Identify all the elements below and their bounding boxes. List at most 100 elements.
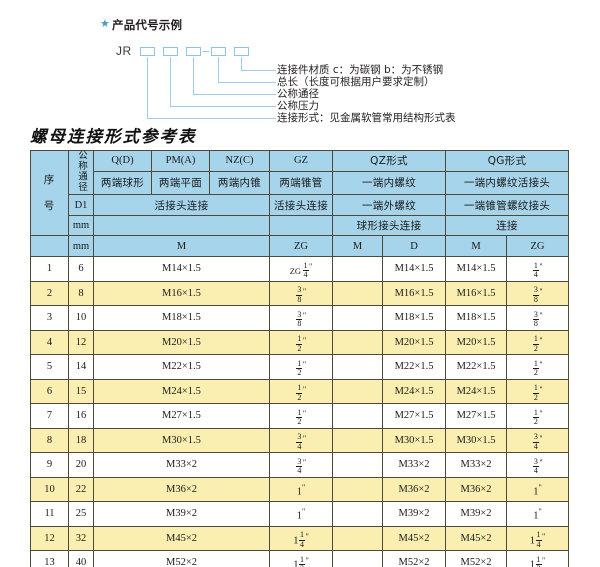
header-thread-m-main: M — [93, 235, 270, 257]
cell-qz-m — [332, 256, 383, 282]
header-desc-nzc: 两端内锥 — [209, 170, 270, 196]
page-title: 螺母连接形式参考表 — [30, 127, 197, 146]
cell-seq: 12 — [30, 525, 69, 551]
header-thread-qg-zg: ZG — [506, 235, 570, 257]
cell-gz-zg: 1 2 " — [269, 329, 333, 355]
cell-gz-zg: 1 1 4 " — [269, 525, 333, 551]
cell-thread-m-main: M45×2 — [93, 525, 270, 551]
table-row: 8 18 M30×1.5 3 4 " M30×1.5 M30×1.5 3 4 " — [30, 427, 570, 453]
cell-thread-m-main: M36×2 — [93, 476, 270, 502]
table-row: 9 20 M33×2 3 4 " M33×2 M33×2 3 4 " — [30, 452, 570, 478]
cell-nominal-bore: 8 — [68, 280, 94, 306]
cell-qg-m: M20×1.5 — [445, 329, 508, 355]
cell-gz-zg: 1" — [269, 501, 333, 527]
cell-gz-zg: 3 4 " — [269, 452, 333, 478]
code-box-4 — [211, 47, 226, 56]
cell-qz-m — [332, 501, 383, 527]
cell-thread-m-main: M14×1.5 — [93, 256, 270, 282]
cell-gz-zg: ZG 1 4 " — [269, 256, 333, 282]
cell-qz-d: M36×2 — [381, 476, 447, 502]
cell-qz-m — [332, 378, 383, 404]
header-gz-sub: 活接头连接 — [269, 194, 333, 216]
cell-qg-m: M27×1.5 — [445, 403, 508, 429]
cell-qg-zg: 1 2 " — [506, 354, 570, 380]
code-box-3 — [186, 47, 201, 56]
header-d1: D1 — [68, 194, 94, 216]
cell-thread-m-main: M22×1.5 — [93, 354, 270, 380]
header-desc-qg-2: 一端锥管螺纹接头 — [445, 194, 570, 216]
header-qg-sub: 连接 — [445, 215, 570, 236]
table-row: 6 15 M24×1.5 1 2 " M24×1.5 M24×1.5 1 2 " — [30, 378, 570, 404]
table-row: 2 8 M16×1.5 3 8 " M16×1.5 M16×1.5 3 8 " — [30, 280, 570, 306]
header-row-codes: 序 号 公称通径 Q(D) PM(A) NZ(C) GZ QZ形式 QG形式 — [30, 150, 570, 236]
leader-line-4 — [170, 57, 276, 107]
product-code-title: 产品代号示例 — [112, 18, 183, 32]
cell-qz-d: M18×1.5 — [381, 305, 447, 331]
cell-qg-m: M18×1.5 — [445, 305, 508, 331]
leader-line-5 — [147, 57, 276, 119]
header-merged-left: 活接头连接 — [93, 194, 270, 216]
cell-qz-m — [332, 280, 383, 306]
cell-thread-m-main: M33×2 — [93, 452, 270, 478]
cell-nominal-bore: 40 — [68, 550, 94, 567]
header-desc-pma: 两端平面 — [151, 170, 210, 196]
cell-qg-m: M52×2 — [445, 550, 508, 567]
code-box-5 — [234, 47, 249, 56]
cell-seq: 10 — [30, 476, 69, 502]
note-material: 连接件材质 c：为碳钢 b：为不锈钢 — [277, 64, 444, 76]
cell-qg-m: M30×1.5 — [445, 427, 508, 453]
header-thread-qz-m: M — [332, 235, 383, 257]
cell-qg-zg: 3 8 " — [506, 305, 570, 331]
spec-table-wrapper: 序 号 公称通径 Q(D) PM(A) NZ(C) GZ QZ形式 QG形式 两… — [30, 150, 570, 567]
cell-thread-m-main: M20×1.5 — [93, 329, 270, 355]
cell-qg-zg: 1 1 4 " — [506, 525, 570, 551]
code-dash — [203, 51, 209, 52]
header-group-qd: Q(D) — [93, 150, 152, 172]
cell-seq: 2 — [30, 280, 69, 306]
table-row: 12 32 M45×2 1 1 4 " M45×2 M45×2 1 1 4 " — [30, 525, 570, 551]
cell-qg-zg: 3 4 " — [506, 452, 570, 478]
header-row-sub: mm 球形接头连接 连接 — [31, 215, 570, 236]
header-thread-qg-m: M — [445, 235, 508, 257]
header-blank-left — [93, 215, 270, 236]
header-group-qz: QZ形式 — [331, 150, 447, 172]
cell-seq: 8 — [30, 427, 69, 453]
cell-qg-zg: 3 4 " — [506, 427, 570, 453]
header-group-qg: QG形式 — [445, 150, 570, 172]
cell-qz-d: M33×2 — [381, 452, 447, 478]
header-desc-qd: 两端球形 — [93, 170, 152, 196]
table-row: 4 12 M20×1.5 1 2 " M20×1.5 M20×1.5 1 2 " — [30, 329, 570, 355]
note-total-length: 总长（长度可根据用户要求定制） — [277, 76, 435, 88]
cell-qg-zg: 112" — [506, 550, 570, 567]
cell-seq: 1 — [30, 256, 69, 282]
cell-qg-m: M45×2 — [445, 525, 508, 551]
cell-seq: 3 — [30, 305, 69, 331]
cell-seq: 7 — [30, 403, 69, 429]
cell-seq: 4 — [30, 329, 69, 355]
cell-qg-zg: 1 4 " — [506, 256, 570, 282]
cell-qg-m: M16×1.5 — [445, 280, 508, 306]
cell-thread-m-main: M18×1.5 — [93, 305, 270, 331]
cell-gz-zg: 3 4 " — [269, 427, 333, 453]
cell-qg-m: M14×1.5 — [445, 256, 508, 282]
cell-nominal-bore: 18 — [68, 427, 94, 453]
header-nominal-bore-label: 公称通径 — [76, 150, 87, 192]
cell-qg-zg: 1" — [506, 476, 570, 502]
header-unit: mm — [68, 215, 94, 236]
cell-qg-zg: 1 2 " — [506, 329, 570, 355]
cell-seq: 11 — [30, 501, 69, 527]
spec-table-body: 1 6 M14×1.5 ZG 1 4 " M14×1.5 M14×1.5 1 4 " 2 8 M16×1.5… — [30, 256, 570, 567]
header-group-nzc: NZ(C) — [209, 150, 270, 172]
cell-qg-m: M24×1.5 — [445, 378, 508, 404]
cell-nominal-bore: 10 — [68, 305, 94, 331]
table-row: 10 22 M36×2 1" M36×2 M36×2 1" — [30, 476, 570, 502]
cell-seq: 13 — [30, 550, 69, 567]
cell-qz-m — [332, 525, 383, 551]
cell-qz-d: M52×2 — [381, 550, 447, 567]
cell-gz-zg: 1 2 " — [269, 403, 333, 429]
cell-qz-d: M24×1.5 — [381, 378, 447, 404]
leader-h-1 — [241, 70, 273, 71]
header-row-desc1: 两端球形 两端平面 两端内锥 两端锥管 一端内螺纹 一端内螺纹活接头 — [31, 170, 570, 196]
